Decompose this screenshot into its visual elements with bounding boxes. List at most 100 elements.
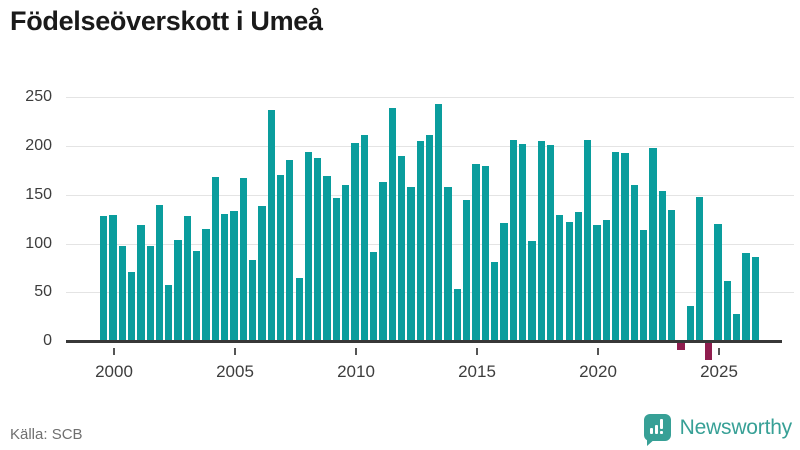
- x-axis-tick-label: 2020: [579, 362, 617, 381]
- bar-positive: [155, 204, 164, 341]
- x-axis-line: [66, 340, 782, 343]
- bar-positive: [407, 187, 415, 341]
- bar-positive: [453, 289, 462, 341]
- newsworthy-wordmark: Newsworthy: [679, 415, 793, 439]
- x-axis-tick-mark: [597, 348, 599, 355]
- y-axis-tick-label: 150: [25, 185, 52, 203]
- x-axis-tick-mark: [476, 348, 478, 355]
- bar-positive: [127, 271, 136, 341]
- bar-positive: [537, 141, 545, 341]
- newsworthy-logo: Newsworthy: [643, 414, 793, 446]
- logo-exclamation-dot: [659, 431, 663, 434]
- bar-positive: [546, 145, 555, 341]
- bar-positive: [109, 215, 117, 341]
- x-axis-tick-mark: [113, 348, 115, 355]
- bar-positive: [723, 280, 732, 341]
- bar-positive: [491, 262, 499, 341]
- bar-positive: [118, 246, 126, 341]
- bar-positive: [267, 110, 275, 341]
- bar-positive: [416, 141, 424, 341]
- bar-positive: [733, 313, 741, 341]
- bar-positive: [304, 151, 313, 341]
- bar-positive: [100, 216, 108, 341]
- bar-positive: [751, 257, 759, 341]
- bar-positive: [276, 175, 285, 341]
- newsworthy-speech-bubble-chart-icon: [643, 414, 671, 446]
- bar-positive: [565, 222, 573, 341]
- bar-positive: [221, 214, 229, 341]
- bar-positive: [509, 140, 517, 341]
- bar-positive: [667, 210, 676, 341]
- bar-positive: [286, 159, 294, 341]
- bar-negative: [705, 343, 713, 360]
- bar-positive: [481, 165, 489, 341]
- bar-positive: [612, 151, 620, 341]
- bar-positive: [295, 277, 303, 341]
- bar-positive: [500, 223, 508, 341]
- speech-bubble-tail: [646, 438, 656, 446]
- y-gridline: [66, 97, 794, 99]
- x-axis-tick-label: 2025: [700, 362, 738, 381]
- bar-positive: [621, 152, 629, 341]
- y-axis-tick-label: 0: [43, 332, 52, 349]
- bar-positive: [695, 196, 704, 341]
- y-axis-tick-label: 50: [34, 283, 52, 301]
- x-axis-tick-label: 2015: [458, 362, 496, 381]
- bar-positive: [351, 143, 359, 341]
- bar-positive: [137, 225, 145, 341]
- bar-positive: [425, 135, 434, 341]
- x-axis-tick-label: 2005: [216, 362, 254, 381]
- bar-positive: [314, 157, 322, 341]
- bar-positive: [239, 178, 247, 341]
- bar-positive: [556, 215, 564, 341]
- y-axis-tick-label: 200: [25, 137, 52, 155]
- bar-positive: [472, 163, 480, 341]
- bar-positive: [183, 216, 192, 341]
- bar-positive: [258, 205, 266, 341]
- bar-positive: [463, 199, 471, 341]
- bar-positive: [165, 285, 173, 341]
- bar-positive: [174, 239, 182, 341]
- bar-positive: [686, 305, 694, 341]
- bar-positive: [602, 220, 611, 341]
- logo-bar-short: [649, 428, 653, 434]
- bar-positive: [658, 190, 666, 341]
- bar-negative: [677, 343, 685, 350]
- x-axis-tick-mark: [355, 348, 357, 355]
- bar-positive: [369, 252, 378, 341]
- x-axis-tick-mark: [718, 348, 720, 355]
- bar-positive: [639, 229, 648, 341]
- bar-positive: [444, 187, 452, 341]
- bar-positive: [630, 185, 638, 341]
- y-axis-tick-label: 250: [25, 88, 52, 106]
- bar-positive: [342, 185, 350, 341]
- x-axis-tick-label: 2010: [337, 362, 375, 381]
- page-title: Födelseöverskott i Umeå: [10, 6, 323, 36]
- bar-positive: [518, 144, 527, 341]
- bar-positive: [397, 155, 406, 341]
- bar-positive: [379, 182, 387, 341]
- bar-positive: [435, 104, 443, 341]
- x-axis-tick-mark: [234, 348, 236, 355]
- bar-positive: [248, 260, 257, 341]
- bar-positive: [742, 253, 750, 341]
- y-axis-tick-label: 100: [25, 234, 52, 252]
- bar-positive: [649, 148, 657, 341]
- bar-positive: [332, 197, 341, 341]
- logo-bar-medium: [654, 425, 658, 434]
- bar-positive: [146, 246, 154, 341]
- bar-positive: [211, 177, 220, 341]
- bar-positive: [584, 140, 592, 341]
- bar-positive: [230, 211, 238, 341]
- bar-positive: [593, 225, 601, 341]
- logo-exclamation-bar: [659, 419, 663, 429]
- bar-positive: [193, 251, 201, 341]
- x-axis-tick-label: 2000: [95, 362, 133, 381]
- source-caption: Källa: SCB: [10, 426, 83, 443]
- bar-positive: [360, 135, 368, 341]
- bar-positive: [714, 224, 722, 341]
- bar-positive: [528, 240, 536, 341]
- bar-positive: [574, 212, 583, 341]
- bar-positive: [202, 228, 210, 341]
